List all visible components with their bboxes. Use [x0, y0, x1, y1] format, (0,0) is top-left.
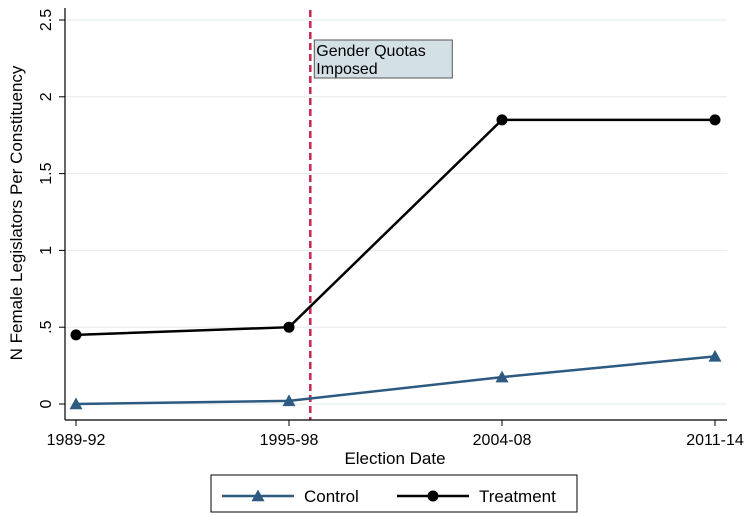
- y-tick-label: 2: [38, 92, 55, 101]
- x-tick-label: 1995-98: [260, 432, 319, 449]
- annotation-text: Gender Quotas: [316, 43, 425, 60]
- control-line: [75, 355, 716, 406]
- control-point: [708, 349, 722, 362]
- treatment-point: [70, 329, 82, 341]
- y-tick-label: 2.5: [38, 9, 55, 31]
- legend: Control Treatment: [210, 474, 578, 513]
- x-tick-label: 1989-92: [47, 432, 106, 449]
- series-group: [69, 114, 722, 410]
- treatment-point: [283, 321, 295, 333]
- axes: [64, 8, 727, 421]
- legend-label-treatment: Treatment: [479, 487, 556, 506]
- x-tick-label: 2011-14: [686, 432, 744, 449]
- legend-label-control: Control: [304, 487, 359, 506]
- control-point: [69, 397, 83, 410]
- x-tick-label: 2004-08: [473, 432, 532, 449]
- y-tick-label: 1: [38, 246, 55, 255]
- y-tick-label: 0: [38, 399, 55, 408]
- treatment-point: [709, 114, 721, 126]
- legend-box: [210, 474, 578, 513]
- treatment-line: [75, 118, 715, 337]
- treatment-point: [496, 114, 508, 126]
- control-point: [495, 370, 509, 383]
- control-point: [282, 394, 296, 407]
- legend-marker-treatment: [427, 490, 439, 502]
- y-tick-label: .5: [38, 320, 55, 333]
- legend-marker-control: [251, 489, 265, 502]
- x-axis-ticks: 1989-92 1995-98 2004-08 2011-14: [47, 420, 744, 449]
- annotation-box: [313, 39, 453, 79]
- y-axis-label: N Female Legislators Per Constituency: [7, 65, 26, 360]
- annotation-text: Imposed: [316, 61, 377, 78]
- gridlines: [65, 19, 727, 405]
- x-axis-label: Election Date: [344, 449, 445, 468]
- y-axis-ticks: 0 .5 1 1.5 2 2.5: [38, 9, 65, 408]
- y-tick-label: 1.5: [38, 162, 55, 184]
